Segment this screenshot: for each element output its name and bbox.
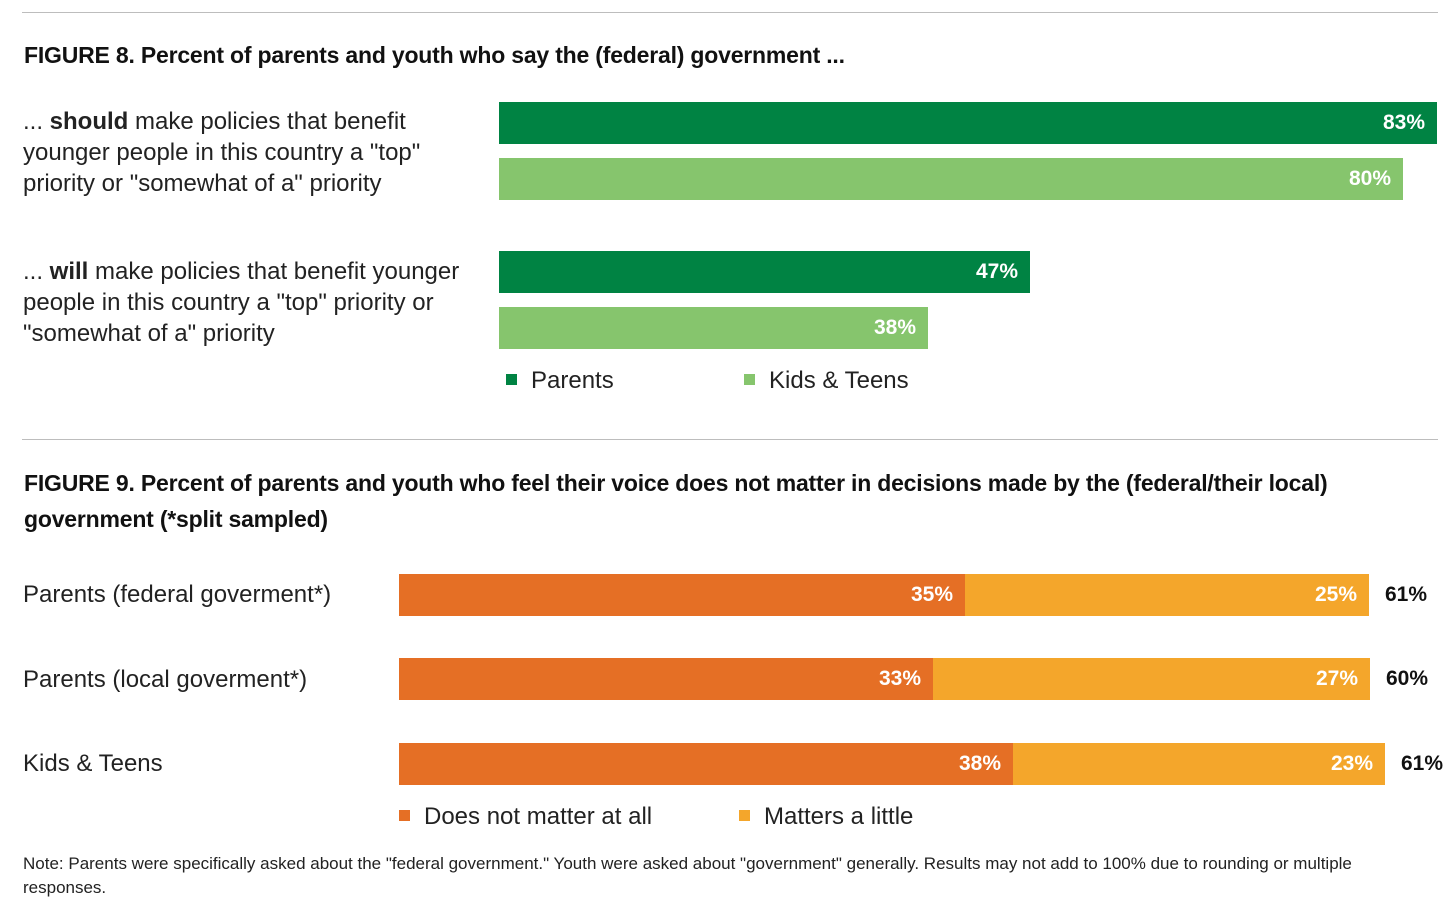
- stacked-segment-does-not-matter-at-all-0: 35%: [399, 574, 965, 616]
- row-total-label: 60%: [1386, 667, 1429, 690]
- legend-swatch: [506, 374, 517, 386]
- row-total-label: 61%: [1385, 583, 1428, 606]
- category-prefix: ...: [23, 258, 50, 285]
- row-total-label: 61%: [1401, 752, 1444, 775]
- bar-parents-1: 47%: [499, 251, 1030, 293]
- segment-value-label: 35%: [910, 583, 953, 606]
- legend-label: Matters a little: [764, 803, 914, 830]
- bar-value-label: 47%: [975, 260, 1018, 283]
- figure-8-title: FIGURE 8. Percent of parents and youth w…: [24, 42, 845, 68]
- bar-kids-teens-1: 38%: [499, 307, 928, 349]
- segment-value-label: 33%: [878, 667, 921, 690]
- stacked-segment-matters-a-little-0: 25%: [965, 574, 1369, 616]
- middle-divider: [22, 439, 1438, 440]
- footnote: Note: Parents were specifically asked ab…: [23, 854, 1352, 897]
- legend-label: Kids & Teens: [769, 367, 909, 394]
- bar-parents-0: 83%: [499, 102, 1437, 144]
- segment-value-label: 38%: [958, 752, 1001, 775]
- category-prefix: ...: [23, 108, 50, 135]
- legend-parents: Parents: [506, 366, 614, 396]
- legend-label: Parents: [531, 367, 614, 394]
- legend-swatch: [739, 810, 750, 822]
- bar-kids-teens-0: 80%: [499, 158, 1403, 200]
- legend-matters-a-little: Matters a little: [739, 802, 913, 832]
- legend-kids-teens: Kids & Teens: [744, 366, 909, 396]
- bar-value-label: 80%: [1348, 167, 1391, 190]
- category-rest: make policies that benefit younger peopl…: [23, 108, 421, 197]
- stacked-segment-matters-a-little-1: 27%: [933, 658, 1370, 700]
- segment-value-label: 23%: [1330, 752, 1373, 775]
- figure-8-category-should: ... should make policies that benefit yo…: [23, 106, 463, 199]
- category-emphasis: will: [49, 258, 89, 285]
- segment-value-label: 25%: [1314, 583, 1357, 606]
- figure-8-category-will: ... will make policies that benefit youn…: [23, 256, 463, 349]
- category-emphasis: should: [49, 108, 129, 135]
- figure-9-category-label: Parents (local goverment*): [23, 666, 308, 693]
- stacked-segment-does-not-matter-at-all-2: 38%: [399, 743, 1013, 785]
- legend-swatch: [744, 374, 755, 386]
- segment-value-label: 27%: [1315, 667, 1358, 690]
- figure-9-category-label: Kids & Teens: [23, 750, 163, 777]
- legend-swatch: [399, 810, 410, 822]
- figure-9-category-label: Parents (federal goverment*): [23, 581, 332, 608]
- category-rest: make policies that benefit younger peopl…: [23, 258, 460, 347]
- stacked-segment-matters-a-little-2: 23%: [1013, 743, 1385, 785]
- figure-9-title: FIGURE 9. Percent of parents and youth w…: [24, 470, 1328, 532]
- bar-value-label: 83%: [1382, 111, 1425, 134]
- legend-does-not-matter: Does not matter at all: [399, 802, 652, 832]
- stacked-segment-does-not-matter-at-all-1: 33%: [399, 658, 933, 700]
- top-divider: [22, 12, 1438, 13]
- bar-value-label: 38%: [873, 316, 916, 339]
- legend-label: Does not matter at all: [424, 803, 653, 830]
